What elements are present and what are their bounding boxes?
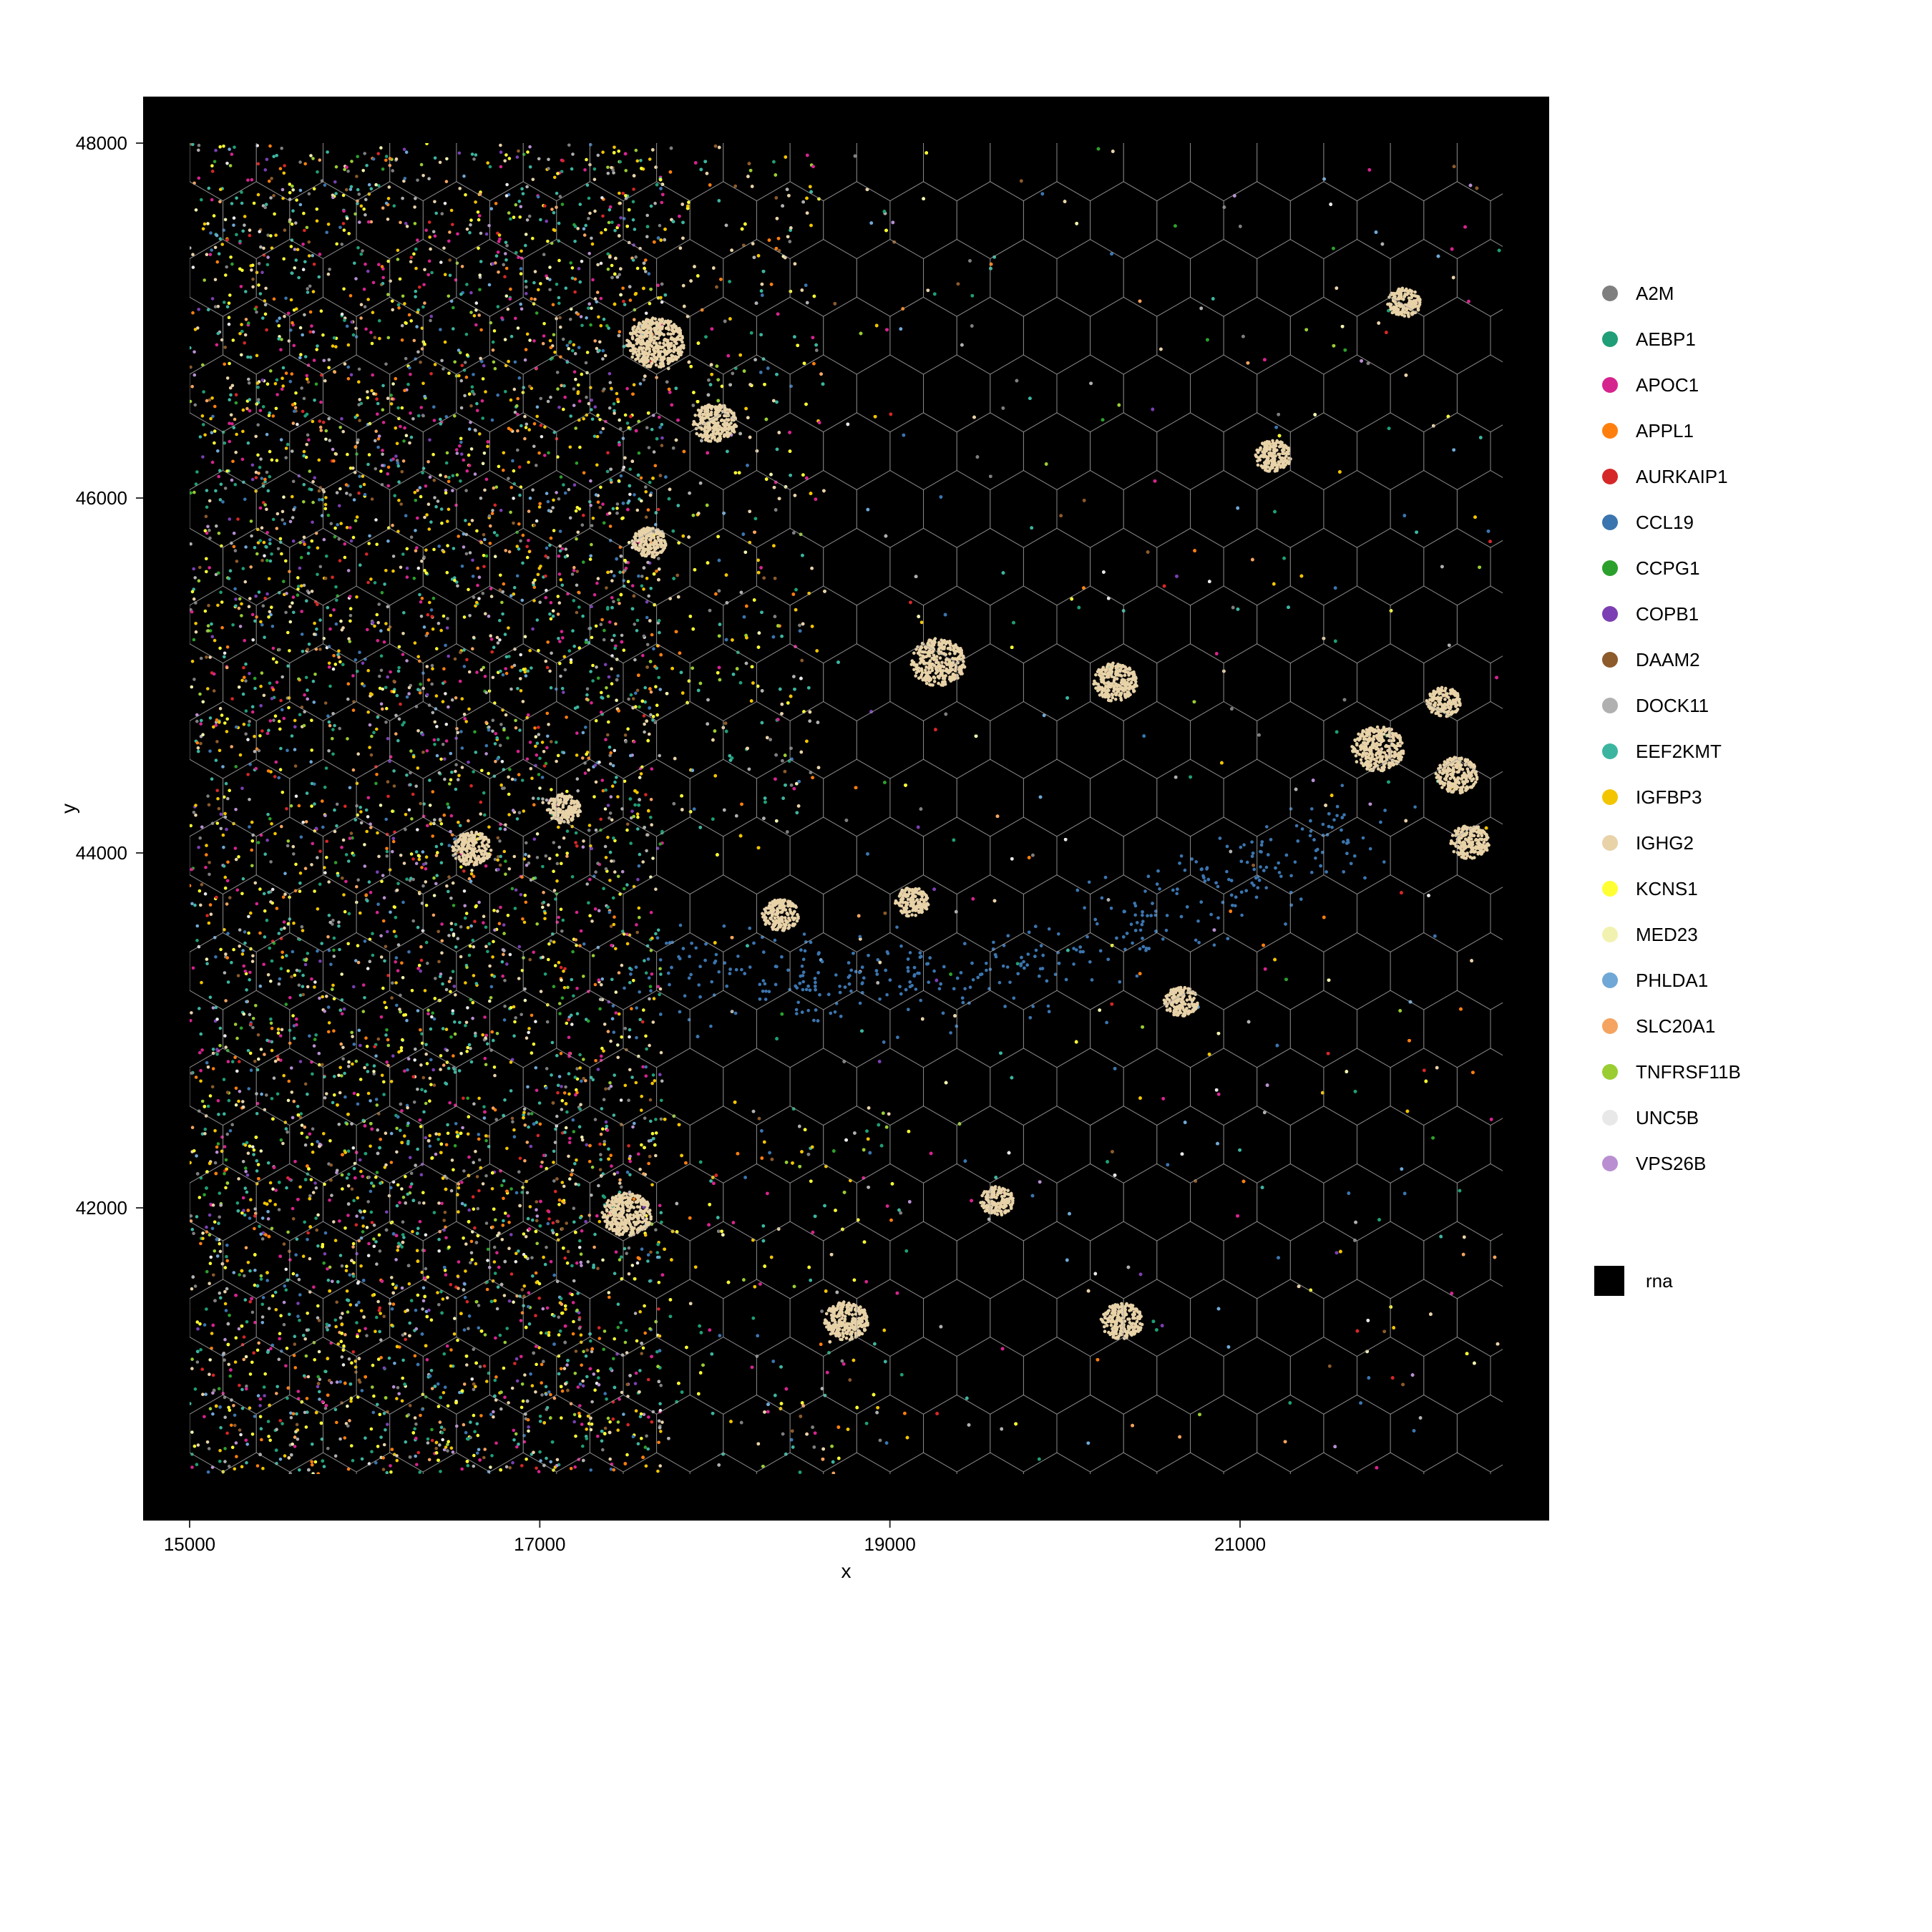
legend-swatch-icon [1602, 469, 1618, 484]
legend-swatch-icon [1602, 1156, 1618, 1171]
legend-label: EEF2KMT [1636, 741, 1722, 762]
legend-label: AURKAIP1 [1636, 466, 1728, 487]
legend-item: APOC1 [1602, 374, 1699, 396]
legend-item: IGHG2 [1602, 832, 1694, 854]
legend-label: DAAM2 [1636, 649, 1700, 670]
legend-item: DOCK11 [1602, 695, 1709, 716]
legend-swatch-icon [1602, 835, 1618, 851]
legend-fill-swatch [1594, 1266, 1624, 1296]
legend-label: IGFBP3 [1636, 786, 1702, 808]
legend-swatch-icon [1602, 560, 1618, 576]
legend-swatch-icon [1602, 1110, 1618, 1126]
y-tick-label: 48000 [76, 132, 127, 154]
y-tick-label: 44000 [76, 842, 127, 864]
legend-label: TNFRSF11B [1636, 1061, 1741, 1083]
legend-swatch-icon [1602, 1018, 1618, 1034]
legend-swatch-icon [1602, 927, 1618, 942]
legend-label: CCPG1 [1636, 557, 1700, 579]
legend-label: APPL1 [1636, 420, 1694, 441]
legend-swatch-icon [1602, 743, 1618, 759]
legend-item: PHLDA1 [1602, 970, 1708, 991]
legend-swatch-icon [1602, 286, 1618, 301]
legend-label: SLC20A1 [1636, 1015, 1715, 1037]
legend-label: VPS26B [1636, 1153, 1706, 1174]
legend-item: VPS26B [1602, 1153, 1706, 1174]
legend-label: IGHG2 [1636, 832, 1694, 854]
legend-swatch-icon [1602, 423, 1618, 439]
legend-swatch-icon [1602, 789, 1618, 805]
x-tick-label: 21000 [1214, 1533, 1266, 1555]
legend: A2M AEBP1 APOC1 APPL1 AURKAIP1 CCL19 CCPG1 COPB… [1594, 283, 1741, 1296]
legend-label: KCNS1 [1636, 878, 1698, 899]
chart-svg: 15000 17000 19000 21000 42000 44000 46000 48000… [0, 0, 1932, 1932]
y-tick-label: 46000 [76, 487, 127, 509]
legend-swatch-icon [1602, 606, 1618, 622]
legend-label: UNC5B [1636, 1107, 1699, 1128]
legend-fill: rna [1594, 1266, 1673, 1296]
legend-label: AEBP1 [1636, 328, 1696, 350]
legend-label: CCL19 [1636, 512, 1694, 533]
y-axis-title: y [57, 804, 79, 814]
legend-item: IGFBP3 [1602, 786, 1702, 808]
legend-item: KCNS1 [1602, 878, 1698, 899]
x-tick-label: 15000 [164, 1533, 215, 1555]
legend-item: EEF2KMT [1602, 741, 1722, 762]
legend-item: CCPG1 [1602, 557, 1700, 579]
legend-swatch-icon [1602, 698, 1618, 713]
x-axis-title: x [841, 1560, 852, 1582]
legend-swatch-icon [1602, 1064, 1618, 1080]
legend-label: APOC1 [1636, 374, 1699, 396]
legend-item: UNC5B [1602, 1107, 1699, 1128]
legend-item: A2M [1602, 283, 1674, 304]
legend-item: TNFRSF11B [1602, 1061, 1741, 1083]
legend-label: A2M [1636, 283, 1674, 304]
legend-item: AEBP1 [1602, 328, 1696, 350]
legend-item: SLC20A1 [1602, 1015, 1715, 1037]
legend-label: MED23 [1636, 924, 1698, 945]
legend-item: MED23 [1602, 924, 1698, 945]
legend-swatch-icon [1602, 652, 1618, 668]
legend-label: PHLDA1 [1636, 970, 1708, 991]
legend-swatch-icon [1602, 972, 1618, 988]
y-tick-label: 42000 [76, 1197, 127, 1219]
legend-swatch-icon [1602, 881, 1618, 897]
legend-swatch-icon [1602, 331, 1618, 347]
legend-fill-label: rna [1646, 1270, 1673, 1292]
legend-item: AURKAIP1 [1602, 466, 1728, 487]
legend-swatch-icon [1602, 514, 1618, 530]
legend-item: DAAM2 [1602, 649, 1700, 670]
spatial-scatter-chart: 15000 17000 19000 21000 42000 44000 46000 48000… [0, 0, 1932, 1932]
legend-item: APPL1 [1602, 420, 1694, 441]
legend-label: DOCK11 [1636, 695, 1709, 716]
x-tick-label: 19000 [864, 1533, 916, 1555]
legend-label: COPB1 [1636, 603, 1699, 625]
x-tick-label: 17000 [514, 1533, 565, 1555]
legend-swatch-icon [1602, 377, 1618, 393]
legend-item: CCL19 [1602, 512, 1694, 533]
legend-item: COPB1 [1602, 603, 1699, 625]
